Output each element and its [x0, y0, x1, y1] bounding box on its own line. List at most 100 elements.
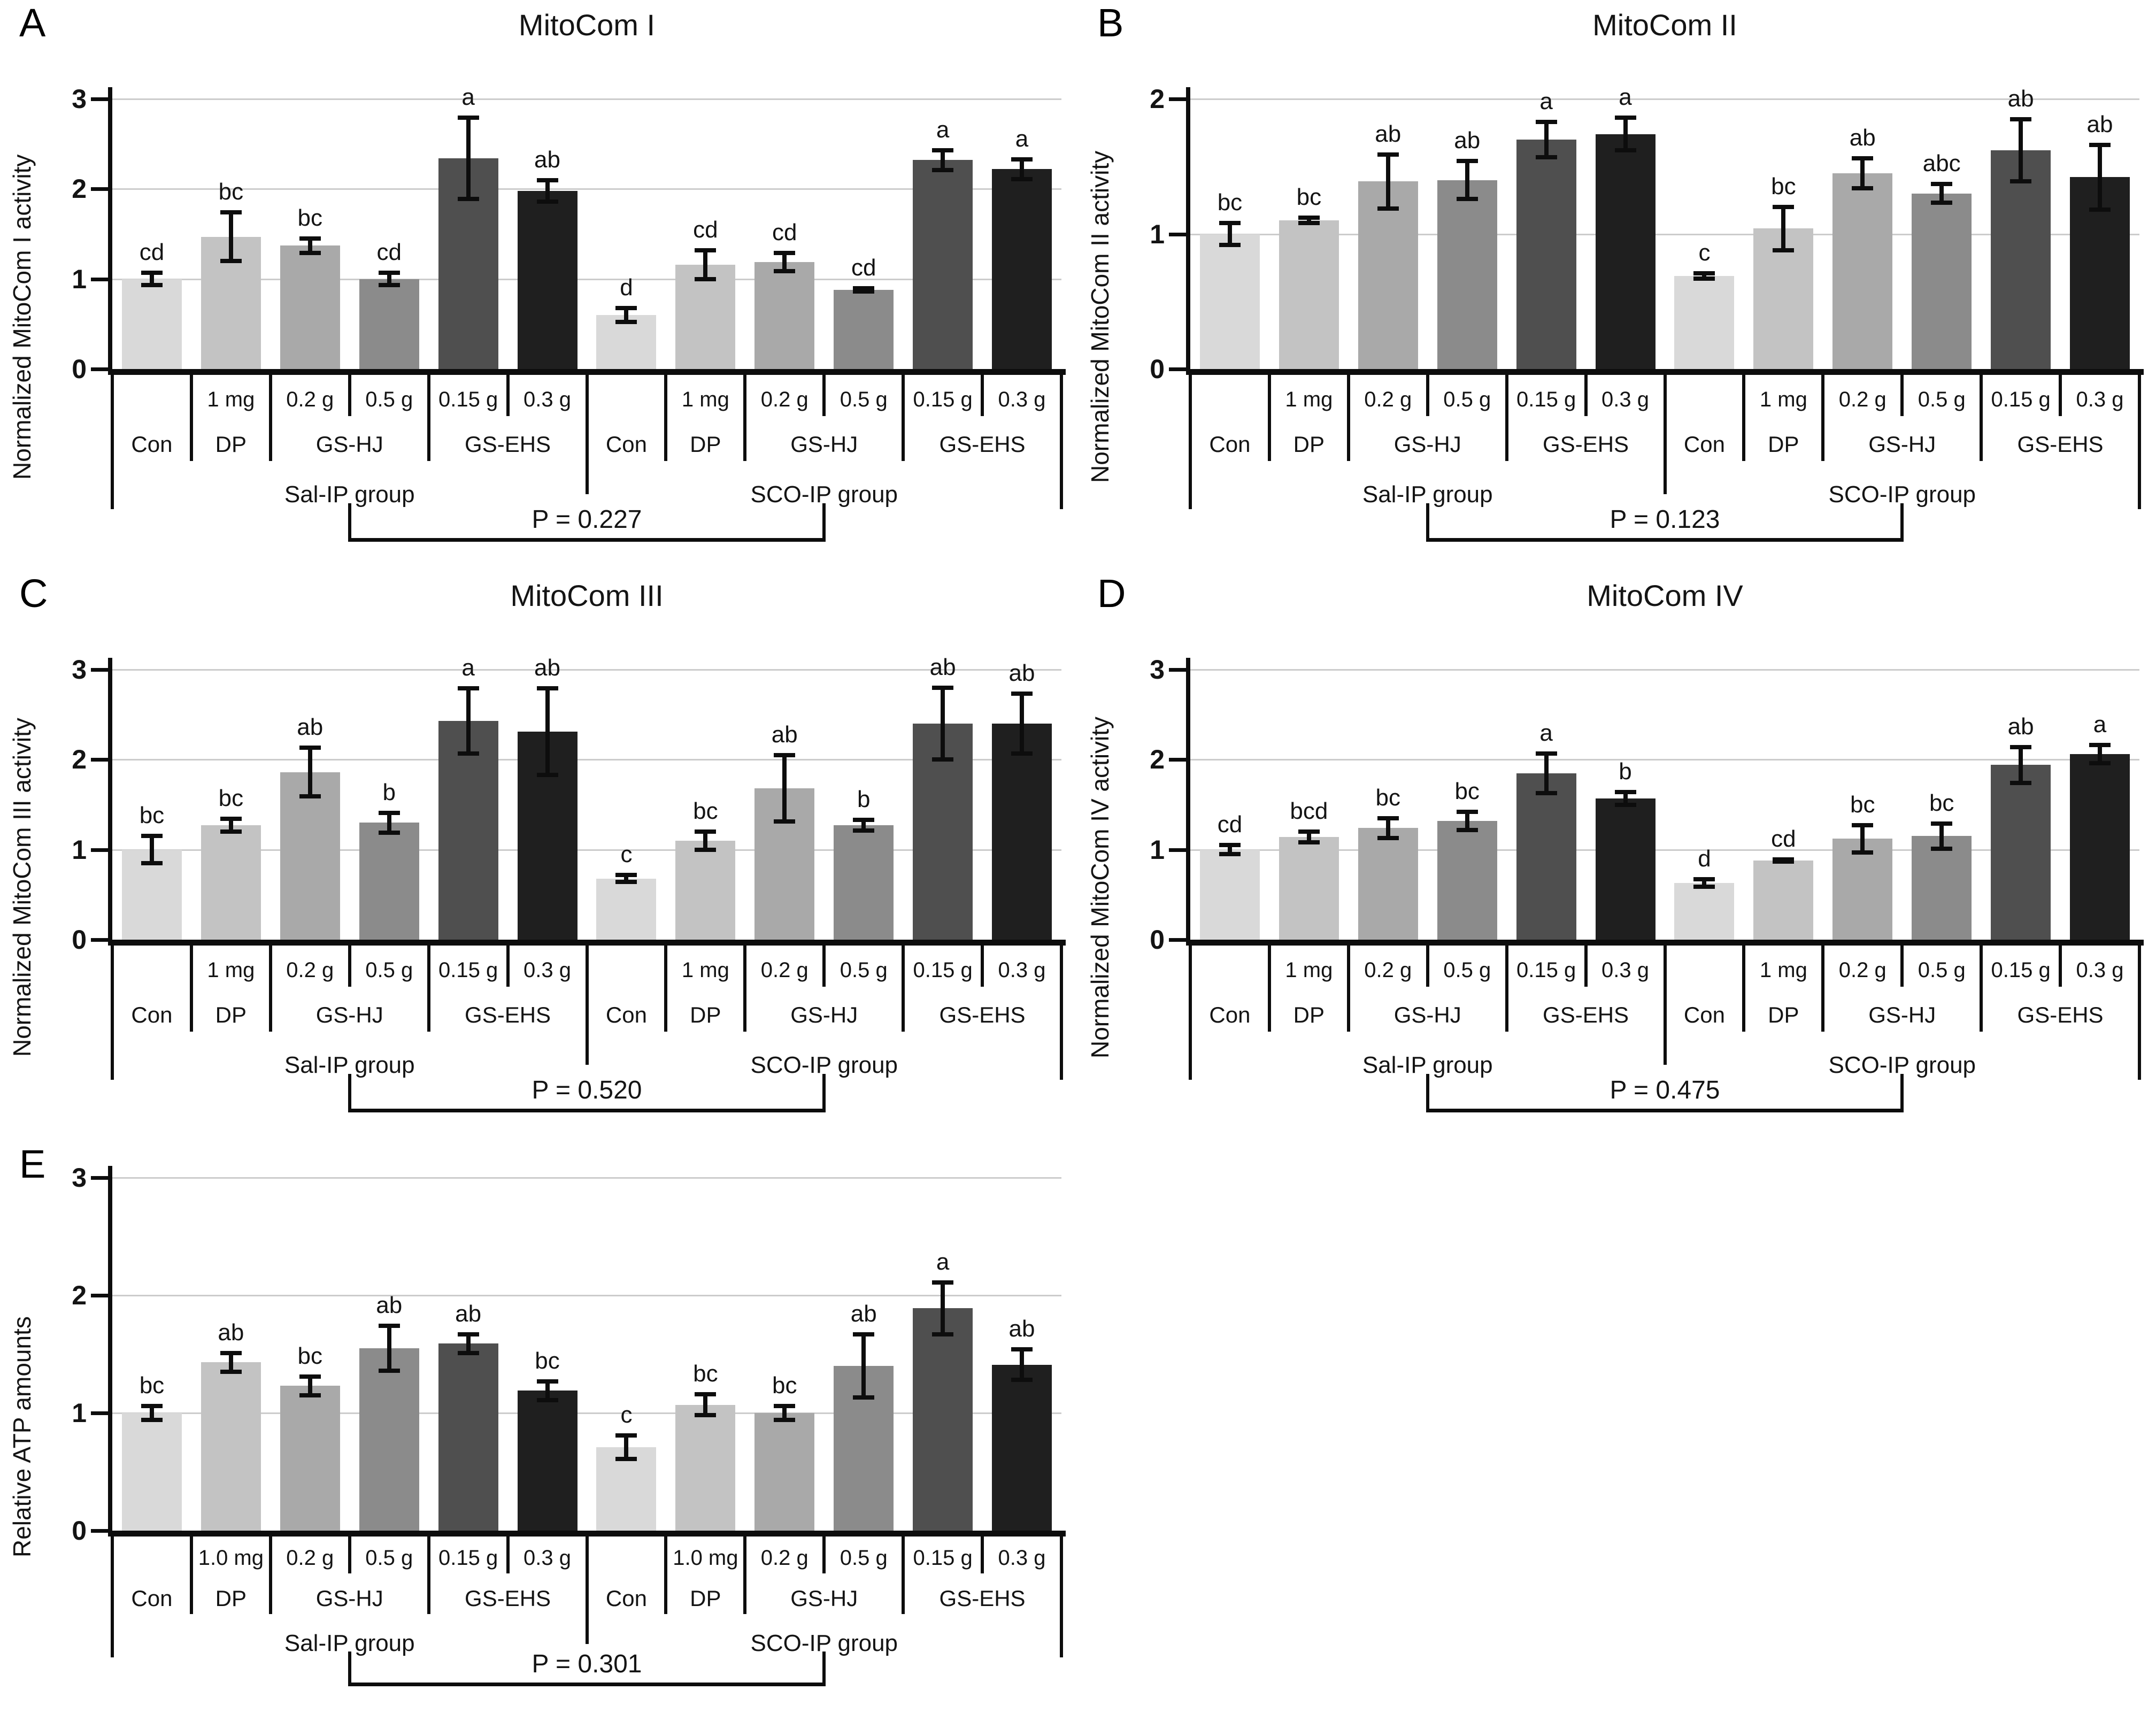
dose-cell-label: 0.2 g — [760, 388, 808, 411]
table-divider — [2059, 375, 2062, 416]
dose-cell-label: 1 mg — [681, 958, 729, 982]
panel-c: C MitoCom III Normalized MitoCom III activ… — [0, 571, 1078, 1142]
error-bar-cap-bottom — [536, 772, 558, 777]
treatment-cell-label: DP — [690, 1586, 721, 1611]
error-bar-cap-top — [853, 818, 875, 823]
sig-letter: bc — [772, 1372, 797, 1399]
sig-letter: bc — [1217, 189, 1243, 216]
group-label: SCO-IP group — [1828, 481, 1976, 508]
error-bar-cap-top — [615, 305, 637, 310]
error-bar-cap-top — [1298, 829, 1320, 834]
error-bar-cap-bottom — [1219, 242, 1241, 247]
treatment-cell-label: GS-HJ — [1868, 1002, 1936, 1027]
p-value-label: P = 0.475 — [1610, 1076, 1720, 1104]
error-bar-cap-top — [220, 1350, 242, 1355]
table-divider — [2059, 946, 2062, 987]
sig-letter: a — [1539, 719, 1553, 746]
error-bar-cap-bottom — [615, 880, 637, 885]
treatment-cell-label: GS-HJ — [790, 1002, 858, 1027]
error-bar-cap-bottom — [1011, 176, 1033, 181]
y-axis-line — [1186, 87, 1190, 369]
error-bar-line — [149, 272, 154, 286]
y-tick-label: 0 — [72, 925, 87, 955]
error-bar-line — [1020, 159, 1025, 179]
error-bar-line — [624, 874, 629, 882]
y-tick-mark — [91, 668, 108, 672]
error-bar-cap-bottom — [1852, 186, 1874, 190]
group-divider-line — [585, 1537, 589, 1644]
bar — [1199, 849, 1260, 940]
gridline — [112, 669, 1061, 671]
sig-letter: a — [1619, 84, 1632, 111]
table-divider — [348, 946, 351, 987]
error-bar-cap-top — [299, 236, 321, 241]
y-tick-mark — [1169, 232, 1186, 236]
error-bar-cap-bottom — [932, 1332, 954, 1336]
error-bar-cap-top — [2089, 142, 2111, 147]
error-bar-line — [1939, 184, 1944, 203]
dose-cell-label: 0.15 g — [1991, 388, 2051, 411]
treatment-cell-label: DP — [215, 1586, 247, 1611]
error-bar-cap-bottom — [1456, 827, 1478, 832]
dose-cell-label: 0.3 g — [523, 958, 572, 982]
error-bar-line — [387, 1326, 391, 1371]
dose-cell-label: 0.15 g — [1516, 958, 1576, 982]
table-divider — [822, 1537, 826, 1573]
treatment-cell-label: Con — [1209, 432, 1251, 457]
bar — [280, 772, 340, 940]
treatment-cell-label: Con — [1683, 1002, 1725, 1027]
y-tick-label: 1 — [72, 834, 87, 865]
dose-cell-label — [1665, 951, 1744, 989]
sig-letter: a — [2093, 711, 2107, 738]
dose-cell-label: 0.15 g — [438, 1546, 498, 1570]
dose-cell-label — [587, 951, 666, 989]
sig-letter: bc — [218, 179, 244, 205]
p-value-label: P = 0.227 — [532, 505, 642, 534]
bar — [913, 160, 973, 369]
error-bar-line — [941, 687, 945, 760]
error-bar-cap-top — [695, 1392, 717, 1396]
sig-letter: b — [1619, 758, 1632, 785]
group-label: SCO-IP group — [750, 1052, 898, 1078]
sig-letter: c — [620, 1401, 633, 1428]
panel-d: D MitoCom IV Normalized MitoCom IV activit… — [1078, 571, 2156, 1142]
error-bar-cap-top — [141, 270, 163, 275]
bar — [675, 840, 736, 940]
error-bar-line — [545, 180, 550, 202]
error-bar-cap-bottom — [774, 819, 796, 824]
sig-letter: bc — [1771, 173, 1796, 199]
error-bar-cap-top — [1011, 692, 1033, 696]
y-tick-label: 3 — [72, 655, 87, 685]
sig-letter: a — [1539, 88, 1553, 114]
p-bracket-vertical — [348, 1074, 351, 1112]
error-bar-cap-top — [1535, 751, 1557, 756]
error-bar-line — [1385, 154, 1390, 209]
error-bar-cap-bottom — [695, 847, 717, 852]
panel-letter: A — [19, 1, 46, 45]
y-tick-label: 3 — [72, 1163, 87, 1193]
error-bar-line — [307, 1376, 312, 1395]
outer-border-line — [1060, 946, 1063, 1080]
sig-letter: bc — [297, 204, 323, 231]
table-divider — [743, 1537, 747, 1614]
sig-letter: bc — [1929, 789, 1954, 816]
p-bracket-vertical — [348, 1651, 351, 1686]
error-bar-cap-bottom — [378, 283, 400, 288]
error-bar-cap-top — [774, 1403, 796, 1408]
y-tick-label: 2 — [72, 1280, 87, 1310]
error-bar-line — [861, 1334, 866, 1398]
error-bar-line — [1020, 694, 1025, 754]
p-bracket-vertical — [822, 1651, 826, 1686]
dose-cell-label: 0.15 g — [913, 958, 973, 982]
table-divider — [348, 1537, 351, 1573]
error-bar-cap-bottom — [457, 196, 479, 201]
group-label: Sal-IP group — [1362, 481, 1493, 508]
bar — [913, 1308, 973, 1531]
bar — [1595, 798, 1656, 940]
bar — [517, 190, 578, 369]
dose-cell-label: 0.3 g — [998, 1546, 1046, 1570]
table-divider — [189, 946, 193, 1032]
dose-cell-label — [112, 951, 191, 989]
error-bar-cap-top — [615, 872, 637, 877]
bar — [1674, 275, 1735, 369]
